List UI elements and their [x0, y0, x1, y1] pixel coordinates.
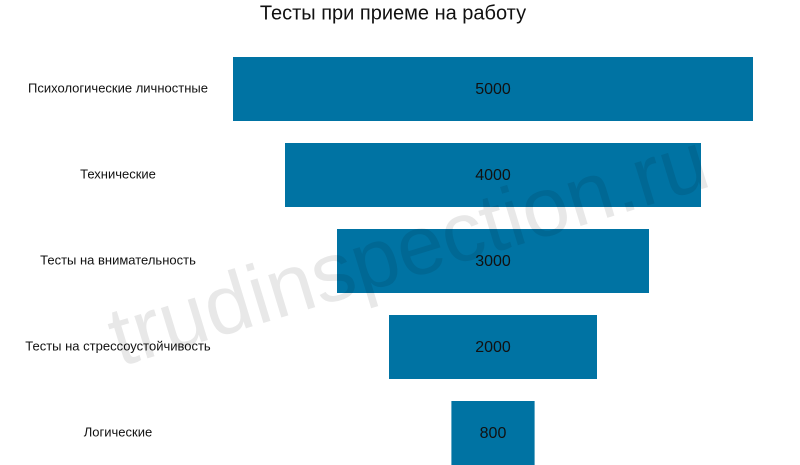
- category-label: Тесты на стрессоустойчивость: [25, 338, 211, 353]
- funnel-bar: [233, 57, 753, 121]
- value-label: 4000: [475, 167, 511, 184]
- funnel-bar: [337, 229, 649, 293]
- value-label: 800: [480, 425, 507, 442]
- funnel-bar: [451, 401, 535, 465]
- funnel-bar: [389, 315, 597, 379]
- category-label: Логические: [84, 424, 152, 439]
- funnel-bar: [285, 143, 701, 207]
- category-label: Тесты на внимательность: [40, 252, 196, 267]
- value-label: 3000: [475, 253, 511, 270]
- value-label: 2000: [475, 339, 511, 356]
- chart-title: Тесты при приеме на работу: [260, 2, 526, 24]
- category-label: Психологические личностные: [28, 80, 208, 95]
- category-label: Технические: [80, 166, 156, 181]
- value-label: 5000: [475, 81, 511, 98]
